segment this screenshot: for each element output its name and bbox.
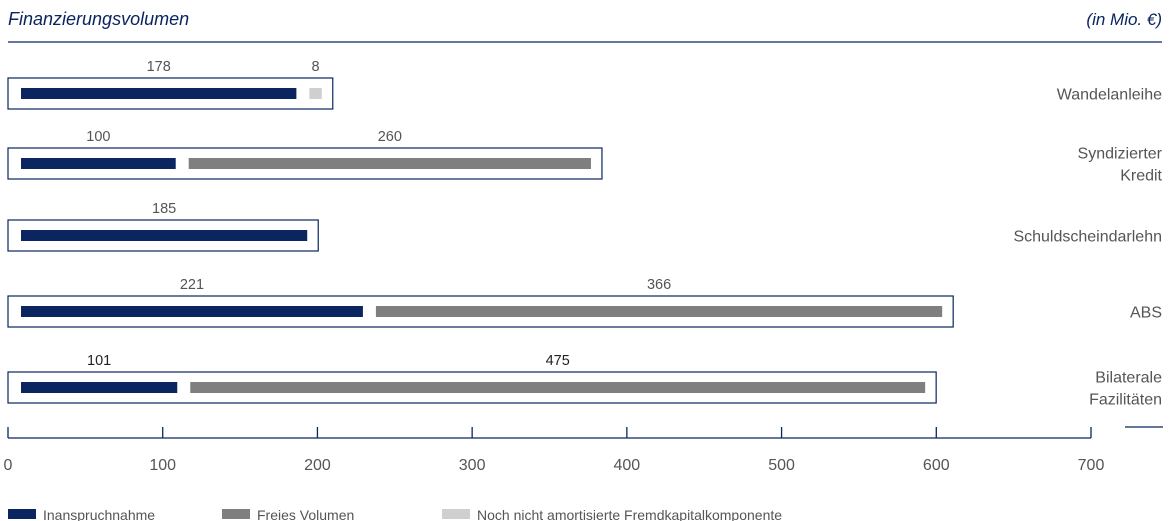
x-tick-label: 500 bbox=[768, 457, 795, 474]
bar-segment bbox=[21, 158, 176, 169]
bar-segment bbox=[21, 306, 363, 317]
category-label: Wandelanleihe bbox=[1057, 87, 1162, 104]
legend: Inanspruchnahme Freies Volumen Noch nicht … bbox=[8, 507, 782, 521]
bar-frame bbox=[7, 371, 937, 404]
value-label: 366 bbox=[647, 277, 671, 293]
value-label: 101 bbox=[87, 353, 111, 369]
category-label: Syndizierter bbox=[1078, 146, 1163, 163]
legend-label: Noch nicht amortisierte Fremdkapitalkomp… bbox=[477, 507, 782, 521]
value-label: 185 bbox=[152, 201, 176, 217]
chart-unit: (in Mio. €) bbox=[1086, 10, 1162, 29]
bar-segment bbox=[21, 382, 178, 393]
bar-frame bbox=[7, 77, 334, 110]
bar-row: 101 475 Bilaterale Fazilitäten bbox=[7, 353, 1162, 409]
x-axis: 0 100 200 300 400 500 600 700 bbox=[4, 426, 1163, 474]
legend-swatch bbox=[442, 509, 470, 519]
bar-frame bbox=[7, 295, 954, 328]
legend-swatch bbox=[8, 509, 36, 519]
bar-rows: 178 8 Wandelanleihe 100 260 Syndizierter Kredi… bbox=[7, 59, 1163, 409]
bar-segment bbox=[309, 88, 322, 99]
x-tick-label: 300 bbox=[459, 457, 486, 474]
x-tick-label: 700 bbox=[1078, 457, 1105, 474]
category-label: Fazilitäten bbox=[1089, 392, 1162, 409]
category-label: Kredit bbox=[1120, 168, 1162, 185]
legend-item: Freies Volumen bbox=[222, 507, 354, 521]
bar-row: 185 Schuldscheindarlehn bbox=[7, 201, 1162, 252]
value-label: 178 bbox=[147, 59, 171, 75]
value-label: 475 bbox=[546, 353, 570, 369]
category-label: ABS bbox=[1130, 305, 1162, 322]
category-label: Bilaterale bbox=[1095, 370, 1162, 387]
legend-label: Inanspruchnahme bbox=[43, 507, 155, 521]
value-label: 8 bbox=[312, 59, 320, 75]
legend-item: Noch nicht amortisierte Fremdkapitalkomp… bbox=[442, 507, 782, 521]
x-tick-label: 0 bbox=[4, 457, 13, 474]
bar-segment bbox=[190, 382, 926, 393]
chart-title: Finanzierungsvolumen bbox=[8, 9, 189, 29]
category-label: Schuldscheindarlehn bbox=[1013, 229, 1162, 246]
bar-segment bbox=[21, 88, 297, 99]
x-tick-label: 200 bbox=[304, 457, 331, 474]
value-label: 221 bbox=[180, 277, 204, 293]
bar-row: 178 8 Wandelanleihe bbox=[7, 59, 1162, 110]
bar-frame bbox=[7, 147, 603, 180]
bar-segment bbox=[188, 158, 591, 169]
x-tick-label: 100 bbox=[149, 457, 176, 474]
bar-segment bbox=[21, 230, 308, 241]
bar-row: 221 366 ABS bbox=[7, 277, 1162, 328]
bar-row: 100 260 Syndizierter Kredit bbox=[7, 129, 1163, 185]
value-label: 100 bbox=[86, 129, 110, 145]
legend-swatch bbox=[222, 509, 250, 519]
legend-label: Freies Volumen bbox=[257, 507, 354, 521]
legend-item: Inanspruchnahme bbox=[8, 507, 155, 521]
x-tick-label: 400 bbox=[614, 457, 641, 474]
value-label: 260 bbox=[378, 129, 402, 145]
x-tick-label: 600 bbox=[923, 457, 950, 474]
bar-frame bbox=[7, 219, 319, 252]
bar-segment bbox=[375, 306, 943, 317]
